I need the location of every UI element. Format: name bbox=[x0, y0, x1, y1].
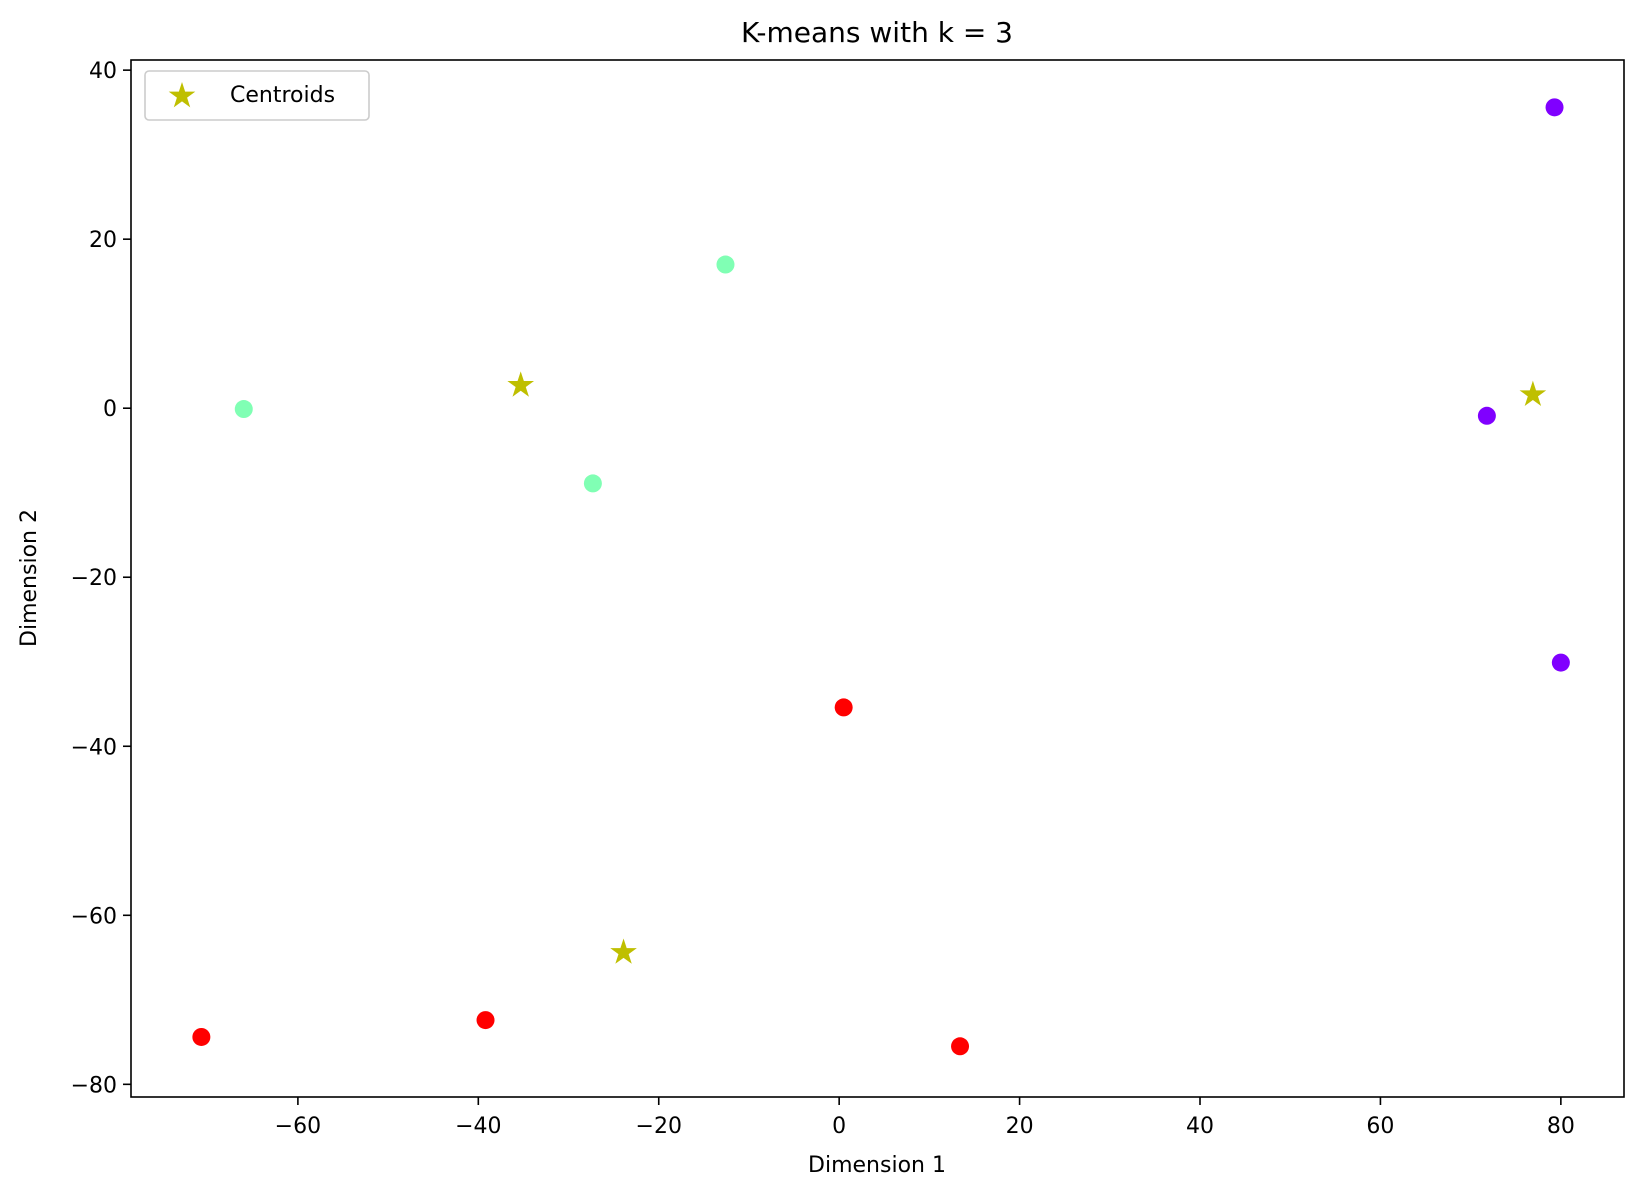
x-tick-label: 20 bbox=[1006, 1114, 1034, 1139]
data-point-cluster-1 bbox=[234, 400, 253, 419]
y-tick-label: −20 bbox=[71, 566, 117, 591]
centroid-star bbox=[610, 938, 637, 964]
x-tick-label: −60 bbox=[275, 1114, 321, 1139]
centroid-star bbox=[1519, 380, 1547, 407]
data-point-cluster-0 bbox=[1551, 653, 1570, 672]
x-tick-label: −20 bbox=[636, 1114, 682, 1139]
data-point-cluster-2 bbox=[476, 1011, 495, 1030]
data-point-cluster-2 bbox=[192, 1027, 211, 1046]
y-tick-label: 0 bbox=[103, 397, 117, 422]
data-point-cluster-2 bbox=[834, 698, 853, 717]
plot-area-frame bbox=[130, 59, 1625, 1098]
centroid-markers bbox=[507, 371, 1547, 964]
chart-title: K-means with k = 3 bbox=[741, 16, 1013, 49]
data-point-cluster-1 bbox=[716, 255, 735, 274]
data-point-cluster-1 bbox=[583, 474, 602, 493]
y-tick-label: −80 bbox=[71, 1073, 117, 1098]
data-points bbox=[192, 98, 1570, 1056]
data-point-cluster-0 bbox=[1477, 406, 1496, 425]
legend-box bbox=[144, 70, 370, 121]
x-tick-label: 0 bbox=[832, 1114, 846, 1139]
y-tick-label: 40 bbox=[89, 59, 117, 84]
y-tick-label: 20 bbox=[89, 228, 117, 253]
y-tick-label: −60 bbox=[71, 904, 117, 929]
data-point-cluster-0 bbox=[1545, 98, 1564, 117]
y-axis-label: Dimension 2 bbox=[17, 509, 42, 647]
legend-centroid-star-icon bbox=[168, 82, 196, 108]
data-point-cluster-2 bbox=[951, 1037, 970, 1056]
legend-label-centroids: Centroids bbox=[230, 83, 335, 108]
legend: Centroids bbox=[144, 70, 370, 121]
axis-ticks: −60 −40 −20 0 20 40 60 80 −80 −60 −40 −20 0 20 40 bbox=[71, 59, 1575, 1139]
x-tick-label: 80 bbox=[1547, 1114, 1575, 1139]
centroid-star bbox=[507, 371, 535, 397]
x-axis-label: Dimension 1 bbox=[808, 1153, 946, 1178]
y-tick-label: −40 bbox=[71, 735, 117, 760]
x-tick-label: 40 bbox=[1186, 1114, 1214, 1139]
x-tick-label: −40 bbox=[455, 1114, 501, 1139]
x-tick-label: 60 bbox=[1366, 1114, 1394, 1139]
